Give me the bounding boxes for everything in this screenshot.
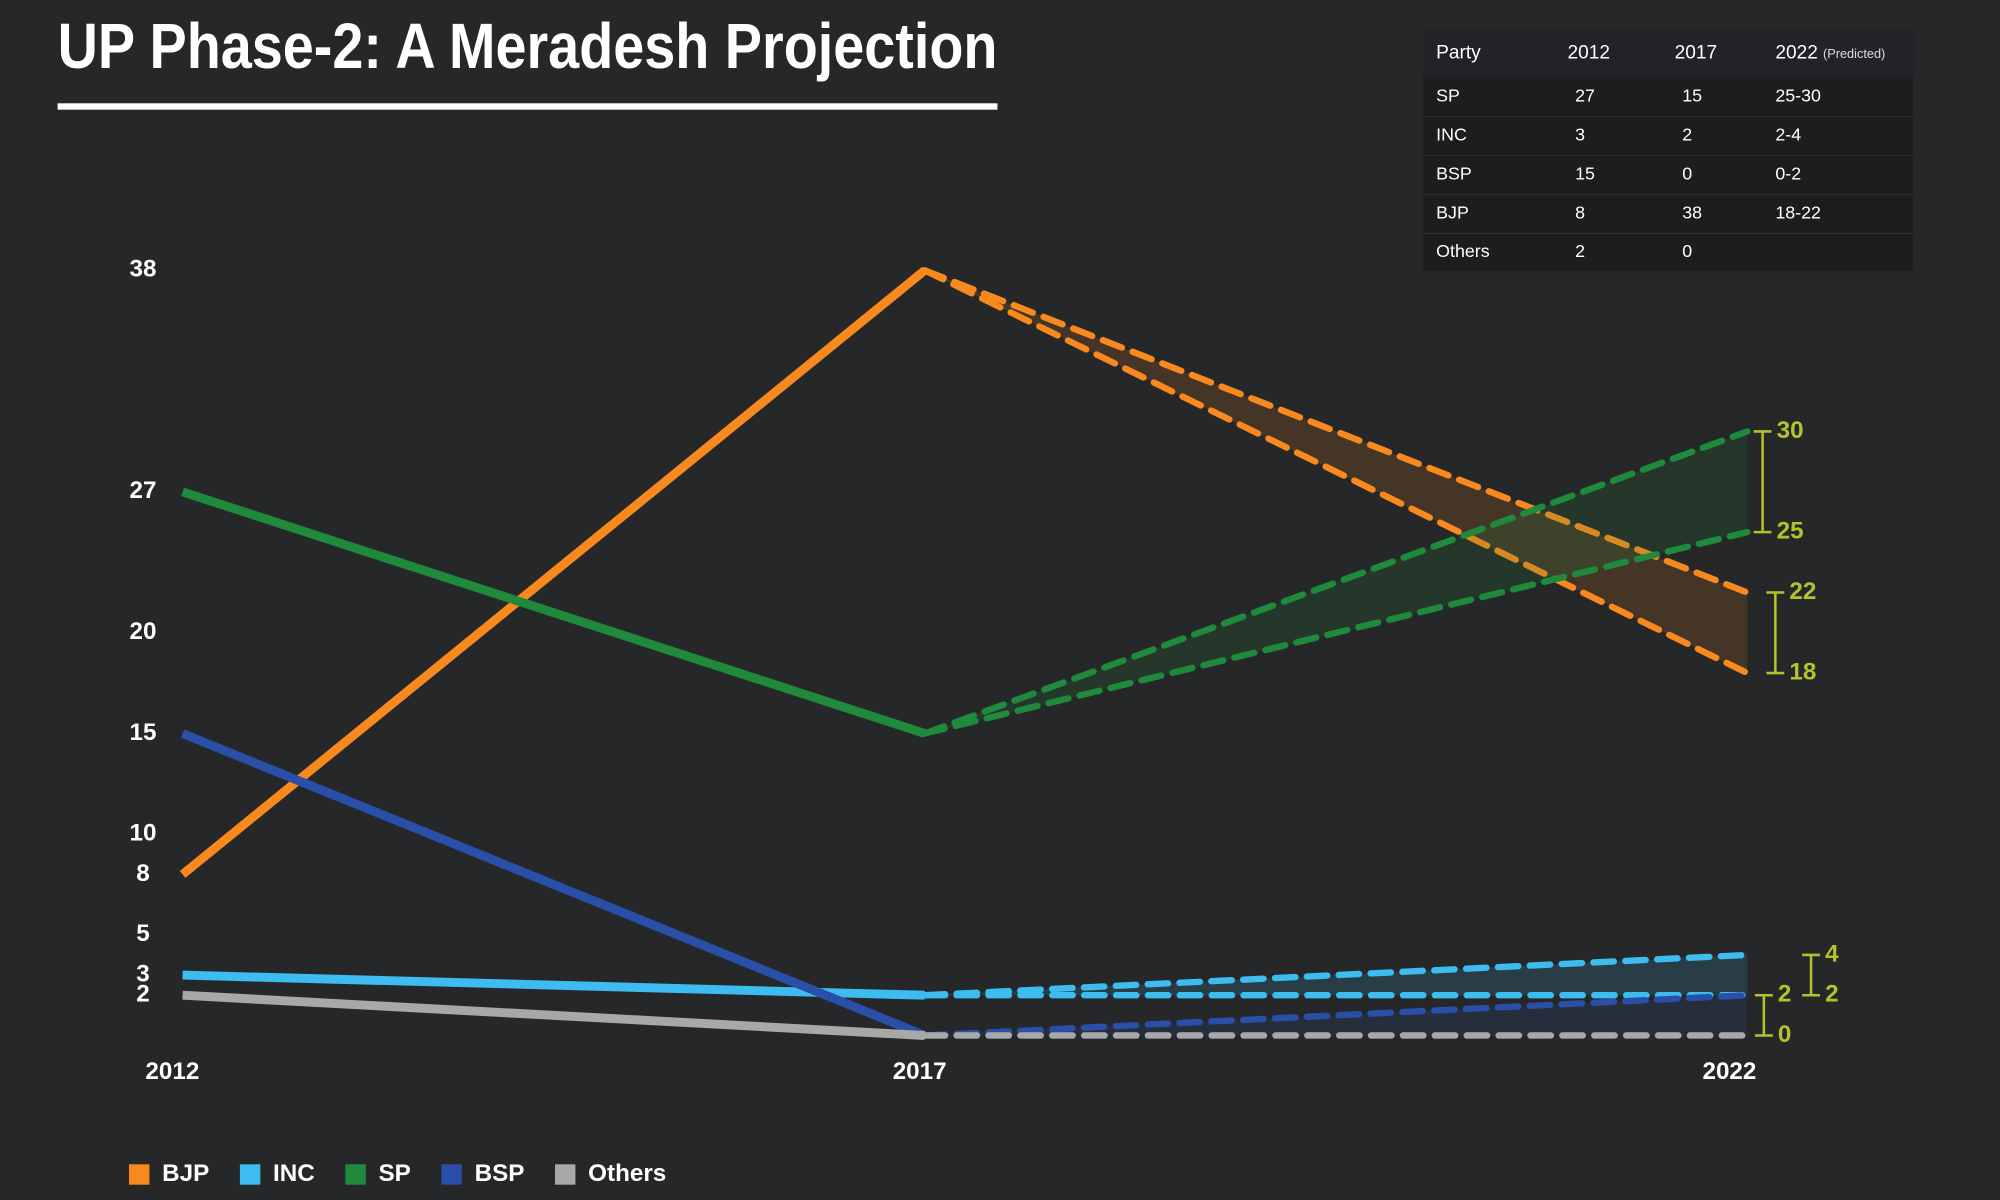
table-cell: BJP bbox=[1436, 202, 1469, 222]
table-header: 2012 bbox=[1567, 43, 1610, 64]
prediction-line bbox=[921, 528, 1751, 737]
series-line bbox=[180, 729, 927, 1040]
table-cell: 25-30 bbox=[1775, 86, 1821, 106]
table-header-note: (Predicted) bbox=[1823, 46, 1885, 61]
legend-label: SP bbox=[379, 1160, 411, 1187]
table-cell: 8 bbox=[1575, 202, 1585, 222]
series-line bbox=[181, 487, 927, 738]
range-label: 18 bbox=[1789, 658, 1816, 685]
y-tick-label: 2 bbox=[136, 981, 149, 1008]
legend-swatch bbox=[345, 1164, 366, 1185]
table-cell: 15 bbox=[1575, 163, 1595, 183]
range-label: 2 bbox=[1825, 981, 1838, 1008]
table-header: 2017 bbox=[1675, 43, 1718, 64]
prediction-line bbox=[921, 267, 1751, 596]
y-tick-label: 20 bbox=[130, 618, 157, 645]
table-header: 2022 bbox=[1775, 43, 1818, 64]
table-header: Party bbox=[1436, 43, 1481, 64]
y-tick-label: 5 bbox=[136, 920, 149, 947]
table-cell: 0-2 bbox=[1775, 163, 1801, 183]
chart-title: UP Phase-2: A Meradesh Projection bbox=[58, 10, 998, 82]
table-cell: 18-22 bbox=[1775, 202, 1821, 222]
series-line bbox=[179, 266, 928, 878]
table-cell: 0 bbox=[1682, 163, 1692, 183]
table-cell: 15 bbox=[1682, 86, 1702, 106]
range-label: 4 bbox=[1825, 940, 1839, 967]
table-cell: 3 bbox=[1575, 125, 1585, 145]
legend-label: BJP bbox=[162, 1160, 209, 1187]
table-cell: Others bbox=[1436, 241, 1490, 261]
y-tick-label: 3 bbox=[136, 960, 149, 987]
table-cell: 2 bbox=[1682, 125, 1692, 145]
y-tick-label: 8 bbox=[136, 860, 149, 887]
table-cell: SP bbox=[1436, 86, 1460, 106]
legend-label: INC bbox=[273, 1160, 315, 1187]
table-cell: 38 bbox=[1682, 202, 1702, 222]
legend-swatch bbox=[129, 1164, 150, 1185]
table-cell: BSP bbox=[1436, 163, 1472, 183]
range-label: 25 bbox=[1777, 518, 1804, 545]
table-cell: 2 bbox=[1575, 241, 1585, 261]
y-tick-label: 38 bbox=[130, 256, 157, 283]
range-label: 0 bbox=[1778, 1021, 1791, 1048]
prediction-line bbox=[921, 992, 1751, 1039]
table-cell: INC bbox=[1436, 125, 1467, 145]
legend-swatch bbox=[555, 1164, 576, 1185]
y-tick-label: 10 bbox=[130, 820, 157, 847]
table-cell: 2-4 bbox=[1775, 125, 1801, 145]
legend-label: Others bbox=[588, 1160, 666, 1187]
prediction-line bbox=[921, 267, 1751, 677]
x-tick-label: 2017 bbox=[893, 1058, 947, 1085]
data-table: Party 2012 2017 2022 (Predicted) SP 27 15 25-30 I… bbox=[1423, 30, 1914, 271]
legend-swatch bbox=[441, 1164, 462, 1185]
prediction-line bbox=[921, 428, 1751, 737]
legend-swatch bbox=[239, 1164, 261, 1185]
range-label: 22 bbox=[1789, 578, 1816, 605]
prediction-line bbox=[921, 951, 1751, 999]
y-tick-label: 15 bbox=[130, 719, 157, 746]
x-tick-label: 2012 bbox=[145, 1058, 199, 1085]
legend-label: BSP bbox=[475, 1160, 525, 1187]
title-underline bbox=[57, 103, 998, 110]
range-label: 30 bbox=[1777, 417, 1804, 444]
y-tick-label: 27 bbox=[130, 477, 157, 504]
range-label: 2 bbox=[1778, 981, 1791, 1008]
table-cell: 0 bbox=[1682, 241, 1692, 261]
series-line bbox=[182, 970, 925, 1000]
x-tick-label: 2022 bbox=[1702, 1058, 1756, 1085]
table-header-background bbox=[1423, 30, 1914, 77]
table-cell: 27 bbox=[1575, 86, 1595, 106]
series-line bbox=[182, 990, 926, 1040]
